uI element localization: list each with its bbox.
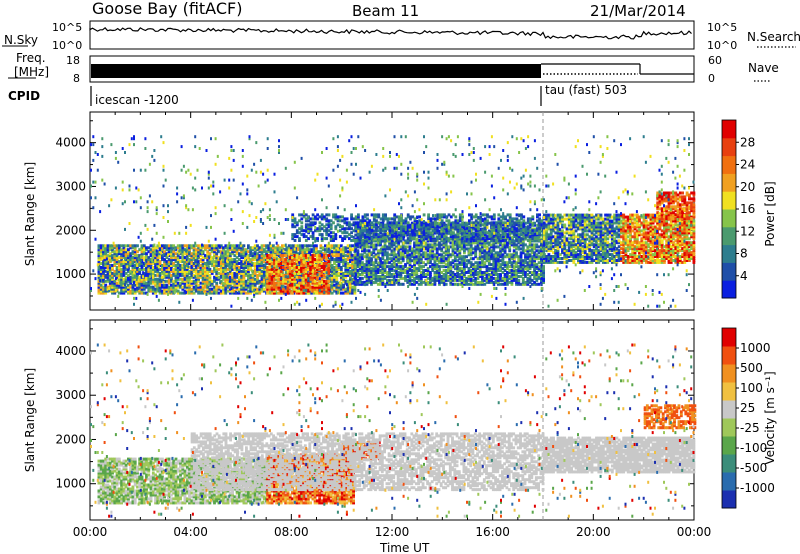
velocity-colorbar-tick: -100	[740, 441, 767, 455]
power-colorbar-tick: 24	[740, 158, 755, 172]
time-axis: 00:00 04:00 08:00 12:00 16:00 20:00 00:00	[73, 525, 712, 539]
nsky-right-tick-top: 10^5	[707, 21, 737, 34]
time-tick-label: 20:00	[576, 525, 611, 539]
station-title: Goose Bay (fitACF)	[92, 0, 242, 18]
velocity-panel: 1000 2000 3000 4000 Slant Range [km] 1000 50…	[23, 319, 777, 521]
power-colorbar-tick: 20	[740, 180, 755, 194]
power-colorbar-segment	[722, 262, 736, 281]
velocity-ytick-label: 2000	[55, 432, 86, 446]
nsky-frame	[89, 20, 695, 50]
velocity-colorbar-label: Velocity[m s⁻¹]	[763, 371, 777, 464]
nsky-left-label: N.Sky	[4, 33, 38, 47]
power-ytick-label: 2000	[55, 223, 86, 237]
power-colorbar-segment	[722, 280, 736, 299]
cpid-mode-2: tau (fast) 503	[545, 83, 627, 97]
freq-left-tick-top: 18	[66, 54, 80, 67]
velocity-colorbar-tick: 500	[740, 361, 763, 375]
power-colorbar-segment	[722, 173, 736, 192]
freq-left-tick-bottom: 8	[73, 72, 80, 85]
power-colorbar-tick: 4	[740, 269, 748, 283]
velocity-colorbar-segment	[722, 346, 736, 365]
nsearch-right-label: N.Search	[747, 30, 800, 44]
date-title: 21/Mar/2014	[590, 2, 686, 20]
velocity-colorbar-segment	[722, 472, 736, 491]
power-ylabel: Slant Range [km]	[23, 162, 37, 266]
power-colorbar-tick: 16	[740, 202, 755, 216]
velocity-colorbar-segment	[722, 436, 736, 455]
velocity-colorbar-segment	[722, 418, 736, 437]
time-tick-label: 12:00	[375, 525, 410, 539]
nsky-strip: N.Sky 10^5 10^0 10^5 10^0 N.Search	[2, 20, 800, 52]
time-tick-label: 04:00	[173, 525, 208, 539]
power-colorbar-tick: 12	[740, 224, 755, 238]
velocity-colorbar-segment	[722, 364, 736, 383]
freq-left-label: Freq.	[16, 51, 46, 65]
power-ytick-label: 4000	[55, 136, 86, 150]
cpid-mode-1: icescan -1200	[95, 93, 179, 107]
velocity-colorbar-tick: 100	[740, 381, 763, 395]
velocity-ytick-label: 3000	[55, 388, 86, 402]
velocity-colorbar-tick: 1000	[740, 341, 771, 355]
time-axis-label: Time UT	[379, 541, 430, 554]
power-panel: 1000 2000 3000 4000 Slant Range [km] 4 8 12 16…	[23, 111, 777, 311]
freq-frame	[89, 55, 695, 83]
velocity-ylabel: Slant Range [km]	[23, 368, 37, 472]
freq-right-tick-top: 60	[708, 54, 722, 67]
power-colorbar-segment	[722, 155, 736, 174]
time-tick-label: 00:00	[73, 525, 108, 539]
nsky-trace	[89, 26, 692, 40]
velocity-colorbar-tick: -25	[740, 421, 760, 435]
power-colorbar-segment	[722, 244, 736, 263]
power-colorbar-label: Power [dB]	[763, 181, 777, 246]
cpid-strip: CPID icescan -1200 tau (fast) 503	[8, 83, 627, 107]
power-colorbar-tick: 28	[740, 135, 755, 149]
power-colorbar-tick: 8	[740, 247, 748, 261]
power-colorbar-segment	[722, 120, 736, 139]
cpid-label: CPID	[8, 89, 40, 103]
freq-right-tick-bottom: 0	[708, 72, 715, 85]
velocity-colorbar-segment	[722, 454, 736, 473]
velocity-ytick-label: 4000	[55, 344, 86, 358]
freq-left-units: [MHz]	[14, 65, 49, 79]
beam-title: Beam 11	[352, 2, 419, 20]
time-tick-label: 16:00	[475, 525, 510, 539]
velocity-colorbar-tick: -1000	[740, 481, 775, 495]
power-ytick-label: 3000	[55, 179, 86, 193]
velocity-colorbar-segment	[722, 382, 736, 401]
velocity-colorbar-tick: 25	[740, 401, 755, 415]
nave-right-label: Nave	[748, 61, 779, 75]
nsky-right-tick-bottom: 10^0	[707, 39, 737, 52]
nsky-left-tick-top: 10^5	[52, 21, 82, 34]
velocity-colorbar-segment	[722, 328, 736, 347]
time-tick-label: 08:00	[274, 525, 309, 539]
velocity-colorbar-tick: -500	[740, 461, 767, 475]
nsky-left-tick-bottom: 10^0	[52, 39, 82, 52]
power-colorbar-segment	[722, 191, 736, 210]
freq-bar	[91, 64, 541, 78]
velocity-colorbar-segment	[722, 400, 736, 419]
power-ytick-label: 1000	[55, 267, 86, 281]
velocity-ytick-label: 1000	[55, 477, 86, 491]
velocity-colorbar-segment	[722, 490, 736, 509]
power-colorbar-segment	[722, 137, 736, 157]
freq-strip: Freq. [MHz] 18 8 60 0 Nave	[8, 51, 779, 85]
power-colorbar-segment	[722, 226, 736, 246]
power-colorbar-segment	[722, 209, 736, 228]
time-tick-label: 00:00	[677, 525, 712, 539]
